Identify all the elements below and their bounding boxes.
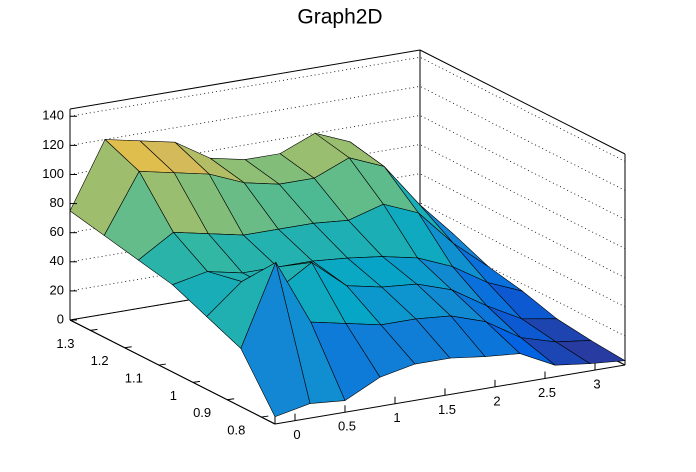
y-tick-label: 1.1: [125, 371, 143, 386]
z-tick-label: 60: [50, 224, 64, 239]
z-tick-label: 40: [50, 253, 64, 268]
y-tick: [261, 415, 269, 418]
y-tick: [227, 398, 235, 401]
x-tick-label: 2: [493, 393, 500, 408]
y-tick: [90, 328, 98, 331]
x-axis: [274, 364, 626, 425]
grid-line: [69, 144, 626, 249]
y-tick: [124, 346, 132, 349]
y-tick-label: 1.3: [56, 336, 74, 351]
y-tick-label: 0.8: [227, 423, 245, 438]
box-edge: [419, 49, 626, 155]
grid-line: [69, 231, 626, 337]
grid-line: [69, 115, 626, 220]
z-tick-label: 140: [42, 108, 64, 123]
x-tick-label: 3: [593, 376, 600, 391]
z-tick-label: 80: [50, 195, 64, 210]
y-tick: [158, 363, 166, 366]
grid-line: [69, 85, 626, 191]
x-tick-label: 2.5: [538, 385, 556, 400]
chart-title: Graph2D: [297, 6, 382, 29]
y-tick-label: 1.2: [91, 353, 109, 368]
z-tick-label: 120: [42, 137, 64, 152]
y-axis: [69, 319, 276, 425]
z-tick-label: 100: [42, 166, 64, 181]
grid-line: [69, 202, 626, 308]
surface-cell: [240, 261, 311, 418]
z-tick-label: 20: [50, 282, 64, 297]
y-tick-label: 1: [170, 388, 177, 403]
grid-line: [69, 56, 626, 162]
x-tick-label: 0: [293, 427, 300, 442]
x-tick-label: 0.5: [338, 419, 356, 434]
z-tick-label: 0: [57, 311, 64, 326]
y-tick-label: 0.9: [193, 405, 211, 420]
x-tick-label: 1.5: [438, 402, 456, 417]
box-edge: [69, 49, 421, 110]
grid-line: [69, 173, 626, 279]
x-tick-label: 1: [393, 410, 400, 425]
y-tick: [192, 380, 201, 383]
